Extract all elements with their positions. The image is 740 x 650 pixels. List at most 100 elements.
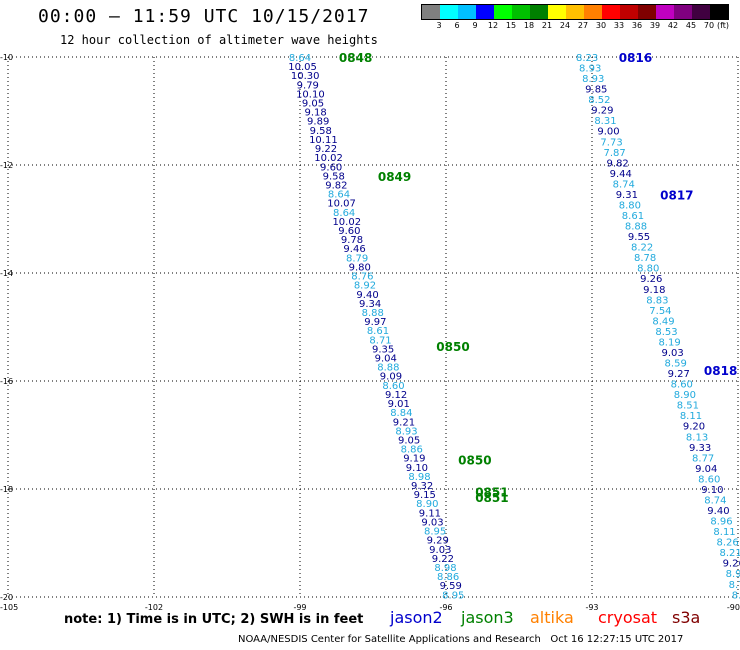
wave-height-value: 8.84 [390,408,412,419]
wave-height-value: 7.73 [600,137,622,148]
satellite-tracks: 8.6410.0510.309.7910.109.059.189.899.581… [288,53,740,601]
wave-height-value: 8.61 [367,326,389,337]
wave-height-value: 8.23 [576,53,598,64]
wave-height-value: 8.60 [671,380,693,391]
wave-height-value: 8.77 [692,453,714,464]
colorbar-label: 33 [613,21,625,30]
colorbar-label: 3 [436,21,442,30]
wave-height-value: 9.59 [440,581,462,592]
wave-height-value: 8.78 [634,253,656,264]
wave-height-value: 9.10 [406,463,428,474]
wave-height-value: 9.60 [338,226,360,237]
wave-height-value: 10.02 [332,217,361,228]
wave-height-value: 9.10 [701,485,723,496]
wave-height-value: 8.83 [646,295,668,306]
wave-height-value: 9.29 [427,536,449,547]
colorbar-swatch [584,5,602,19]
wave-height-value: 8.11 [713,527,735,538]
wave-height-value: 9.40 [707,506,729,517]
wave-height-value: 8.31 [594,116,616,127]
wave-height-value: 7.87 [603,148,625,159]
units-note: note: 1) Time is in UTC; 2) SWH is in fe… [64,612,364,627]
pass-time-label: 0850 [458,453,491,467]
wave-height-value: 9.11 [419,508,441,519]
colorbar-swatch [710,5,728,19]
colorbar-label: 6 [454,21,460,30]
wave-height-value: 10.10 [296,89,325,100]
x-tick-label: -93 [585,603,598,612]
colorbar-label: 24 [559,21,571,30]
wave-height-value: 8.80 [637,264,659,275]
map-title: 00:00 – 11:59 UTC 10/15/2017 [38,6,370,27]
wave-height-value: 9.03 [421,517,443,528]
legend-s3a: s3a [672,608,701,627]
wave-height-value: 9.26 [640,274,662,285]
wave-height-value: 8.90 [674,390,696,401]
legend-jason2: jason2 [390,608,443,627]
colorbar-label: 18 [523,21,535,30]
colorbar-swatch [566,5,584,19]
y-tick-label: -12 [0,161,13,170]
colorbar-swatch [476,5,494,19]
wave-height-value: 9.33 [689,443,711,454]
wave-height-value: 9.80 [349,262,371,273]
x-tick-label: -105 [0,603,18,612]
pass-time-label: 0850 [436,340,469,354]
wave-height-value: 8.59 [665,359,687,370]
wave-height-value: 10.02 [314,153,343,164]
wave-height-value: 9.27 [668,369,690,380]
pass-time-label: 0816 [619,51,652,65]
wave-height-value: 8.13 [686,432,708,443]
colorbar-swatch [692,5,710,19]
colorbar-label: 36 [631,21,643,30]
wave-height-value: 8.90 [416,499,438,510]
wave-height-value: 9.58 [310,126,332,137]
colorbar-label: 27 [577,21,589,30]
wave-height-value: 8.19 [658,337,680,348]
colorbar-swatch [458,5,476,19]
wave-height-value: 8.79 [346,253,368,264]
colorbar-swatch [530,5,548,19]
wave-height-value: 9.85 [585,85,607,96]
pass-time-label: 0851 [475,491,508,505]
wave-height-value: 9.04 [695,464,717,475]
footer-credit: NOAA/NESDIS Center for Satellite Applica… [238,634,684,645]
wave-height-value: 9.40 [356,290,378,301]
legend-altika: altika [530,608,574,627]
wave-height-value: 8.53 [655,327,677,338]
x-tick-label: -99 [293,603,306,612]
y-tick-label: -16 [0,377,13,386]
wave-height-value: 9.31 [616,190,638,201]
wave-height-value: 9.22 [315,144,337,155]
x-tick-label: -96 [439,603,452,612]
wave-height-value: 9.55 [628,232,650,243]
wave-height-value: 8.98 [408,472,430,483]
pass-time-label: 0817 [660,189,693,203]
wave-height-value: 8.71 [729,580,740,591]
wave-height-value: 8.86 [437,572,459,583]
pass-time-label: 0848 [339,51,372,65]
wave-height-value: 9.03 [662,348,684,359]
colorbar-swatch [620,5,638,19]
pass-time-labels: 08480849085008500851085108160817081808 [339,51,737,505]
wave-height-value: 8.61 [622,211,644,222]
wave-height-value: 9.89 [307,117,329,128]
wave-height-value: 9.05 [302,99,324,110]
wave-height-value: 9.26 [723,559,740,570]
x-tick-label: -90 [727,603,740,612]
colorbar-unit: (ft) [717,21,730,30]
wave-height-value: 8.95 [424,527,446,538]
colorbar-label: 15 [505,21,517,30]
wave-height-value: 9.21 [393,417,415,428]
y-tick-label: -14 [0,269,13,278]
wave-height-value: 8.11 [680,411,702,422]
wave-height-value: 10.05 [288,62,317,73]
wave-height-value: 9.09 [380,372,402,383]
wave-height-value: 8.71 [369,335,391,346]
wave-height-value: 10.07 [327,199,356,210]
wave-height-value: 7.54 [649,306,671,317]
wave-height-value: 8.92 [726,569,740,580]
wave-height-value: 8.88 [377,363,399,374]
wave-height-value: 10.11 [309,135,338,146]
wave-height-value: 8.74 [613,179,635,190]
